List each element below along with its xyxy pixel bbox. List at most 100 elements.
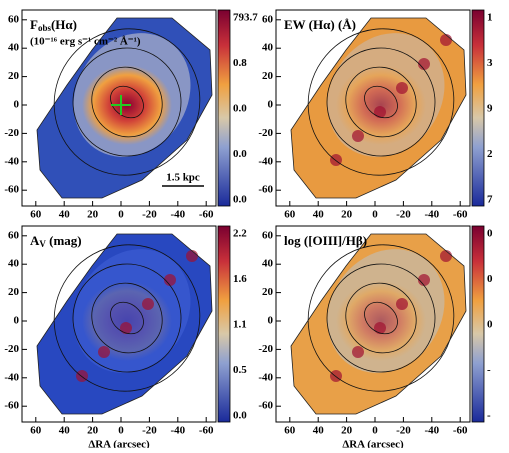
colorbar-label: 0.0: [233, 148, 247, 160]
map-outline: [290, 17, 467, 199]
panel-title: AV (mag): [30, 233, 82, 249]
map-knot: [440, 34, 452, 46]
frame: [21, 225, 217, 423]
x-tick-label: 0: [372, 209, 378, 221]
y-tick-label: 20: [8, 70, 20, 82]
colorbar-label: 1.6: [233, 273, 247, 285]
y-tick-label: -40: [4, 371, 19, 383]
map-core: [336, 281, 426, 361]
panel: Fobs(Hα) (10⁻¹⁶ erg s⁻¹ cm⁻² Å⁻¹) 1.5 kpc 7…: [4, 9, 258, 221]
y-tick-label: 60: [262, 229, 274, 241]
panel-title: Fobs(Hα): [30, 17, 77, 33]
contour: [72, 47, 182, 157]
colorbar-label: -: [487, 410, 491, 422]
y-tick-label: -40: [4, 155, 19, 167]
colorbar-label: 0.5: [233, 364, 247, 376]
map-knot: [374, 106, 386, 118]
x-tick-label: 40: [59, 425, 71, 437]
contour: [364, 301, 398, 335]
x-tick-label: -40: [424, 209, 439, 221]
y-tick-label: 20: [8, 286, 20, 298]
colorbar: [217, 225, 231, 423]
colorbar-label: 0.0: [233, 103, 247, 115]
contour: [53, 244, 201, 392]
map-knot: [418, 58, 430, 70]
x-tick-label: -20: [142, 425, 157, 437]
map-knot: [440, 250, 452, 262]
colorbar-label: 1.1: [233, 319, 247, 331]
map-knot: [352, 130, 364, 142]
map-knot: [98, 346, 110, 358]
colorbar-label: 0: [487, 273, 493, 285]
y-tick-label: -20: [258, 343, 273, 355]
y-tick-label: 20: [262, 70, 274, 82]
x-tick-label: 20: [87, 209, 99, 221]
scale-bar-label: 1.5 kpc: [166, 172, 200, 184]
x-tick-label: 40: [313, 425, 325, 437]
contour: [307, 28, 455, 176]
map-knot: [418, 274, 430, 286]
x-tick-label: 0: [118, 209, 124, 221]
x-tick-label: 60: [30, 425, 42, 437]
x-tick-label: 60: [284, 425, 296, 437]
contour: [72, 263, 182, 373]
y-tick-label: 0: [14, 315, 20, 327]
map-knot: [396, 298, 408, 310]
map-core: [336, 65, 426, 145]
x-axis-label: ΔRA (arcsec): [342, 439, 404, 448]
contour: [364, 85, 398, 119]
x-tick-label: 0: [118, 425, 124, 437]
x-tick-label: 20: [341, 425, 353, 437]
y-tick-label: 0: [268, 315, 274, 327]
title-part: log ([OIII]/Hβ): [284, 233, 367, 248]
y-tick-label: -40: [258, 155, 273, 167]
x-tick-label: 20: [87, 425, 99, 437]
title-part: (Hα): [51, 17, 77, 32]
map-knot: [396, 82, 408, 94]
y-tick-label: 40: [8, 258, 20, 270]
map-outline: [290, 233, 467, 415]
panel: AV (mag) 2.2 1.6 1.1 0.5 0.0 60 40 20 0 -20 -40 -60 6…: [4, 225, 247, 451]
y-tick-label: 60: [8, 13, 20, 25]
colorbar-label: 3: [487, 57, 493, 69]
map-knot: [352, 346, 364, 358]
x-tick-label: -60: [453, 425, 468, 437]
colorbar-label: 0.8: [233, 57, 247, 69]
contour: [345, 282, 417, 354]
x-tick-label: -20: [396, 209, 411, 221]
y-tick-label: 40: [8, 42, 20, 54]
frame: [275, 225, 471, 423]
y-tick-label: -20: [4, 127, 19, 139]
x-tick-label: -40: [424, 425, 439, 437]
y-tick-label: 20: [262, 286, 274, 298]
map-knot: [186, 250, 198, 262]
contour: [110, 85, 144, 119]
contour: [326, 263, 436, 373]
y-tick-label: 0: [14, 99, 20, 111]
map-core: [82, 281, 172, 361]
y-tick-label: -40: [258, 371, 273, 383]
title-part: (mag): [46, 233, 82, 248]
contour: [345, 66, 417, 138]
x-tick-label: -60: [199, 209, 214, 221]
colorbar-label: 0.0: [233, 194, 247, 206]
map-outline: [36, 233, 213, 415]
y-tick-label: -20: [4, 343, 19, 355]
contour: [91, 282, 163, 354]
title-part: EW (Hα) (Å): [284, 17, 356, 32]
y-tick-label: 40: [262, 42, 274, 54]
y-tick-label: -60: [4, 400, 19, 412]
x-axis-label: ΔRA (arcsec): [88, 439, 150, 448]
title-part: F: [30, 17, 38, 32]
map-knot: [374, 322, 386, 334]
x-tick-label: 40: [313, 209, 325, 221]
map: [290, 17, 467, 199]
x-tick-label: -40: [170, 425, 185, 437]
colorbar-label: 0: [487, 319, 493, 331]
colorbar-label: 7: [487, 194, 493, 206]
panel-units: (10⁻¹⁶ erg s⁻¹ cm⁻² Å⁻¹): [30, 36, 141, 48]
y-tick-label: 0: [268, 99, 274, 111]
panel: EW (Hα) (Å) 1 3 9 2 7 60 40 20 0 -20 -40 -60 60 40 20 0 -…: [258, 9, 493, 221]
x-tick-label: -40: [170, 209, 185, 221]
